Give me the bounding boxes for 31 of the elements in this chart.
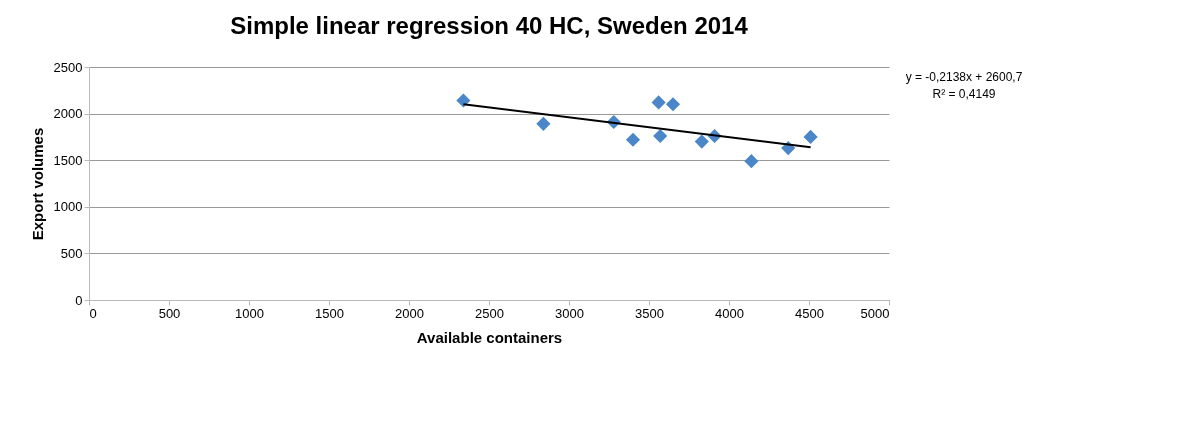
point [456, 93, 471, 108]
x-tick-label: 0 [89, 305, 97, 321]
x-tick-label: 3000 [555, 305, 584, 321]
point [665, 97, 681, 112]
y-axis-title: Export volumes [28, 127, 46, 241]
x-tick-label: 2000 [395, 305, 424, 321]
point [625, 132, 641, 147]
point [744, 154, 759, 169]
x-tick-label: 4000 [715, 305, 744, 321]
y-tick-label: 1000 [53, 199, 83, 215]
point [536, 116, 551, 131]
y-tick-label: 500 [60, 245, 83, 261]
y-tick-label: 1500 [53, 152, 83, 168]
point [803, 129, 818, 144]
x-tick-label: 2500 [475, 305, 504, 321]
x-tick-label: 3500 [635, 305, 664, 321]
text: y = -0,2138x + 2600,7 [905, 70, 1023, 84]
x-tick-label: 5000 [860, 305, 890, 321]
x-axis-title: Available containers [416, 328, 563, 346]
y-tick-label: 2500 [53, 59, 83, 75]
x-tick-label: 4500 [795, 305, 824, 321]
point [651, 95, 666, 110]
x-tick-label: 1500 [315, 305, 344, 321]
point [694, 134, 709, 149]
y-tick-label: 0 [75, 292, 83, 308]
x-tick-label: 500 [158, 305, 181, 321]
point [653, 128, 668, 144]
text: R² = 0,4149 [932, 87, 996, 101]
chart-title: Simple linear regression 40 HC, Sweden 2014 [230, 12, 749, 39]
y-tick-label: 2000 [53, 106, 83, 122]
x-tick-label: 1000 [235, 305, 264, 321]
